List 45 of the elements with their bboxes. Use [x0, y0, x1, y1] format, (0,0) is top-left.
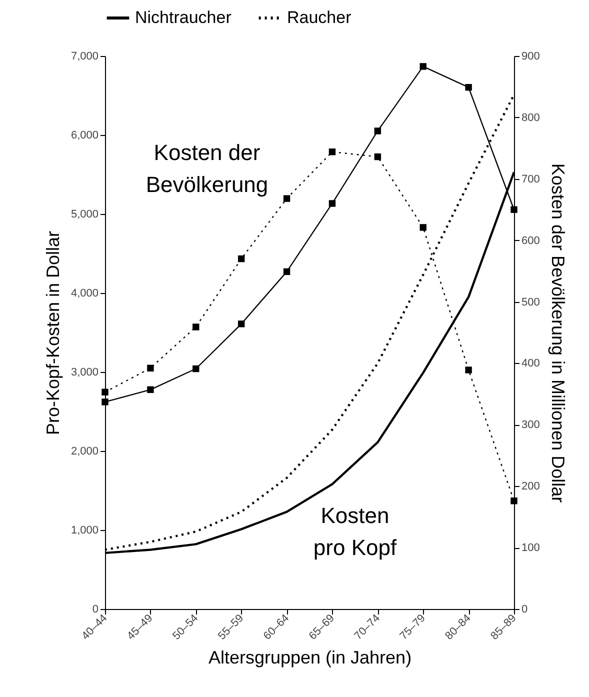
y2-tick-label: 300 — [522, 419, 540, 432]
point — [283, 195, 290, 202]
annotation: Kosten pro Kopf — [313, 503, 398, 560]
y2-tick-label: 500 — [522, 296, 540, 308]
point — [238, 255, 245, 262]
annotation: Kosten der Bevölkerung — [146, 140, 268, 197]
point — [374, 153, 382, 160]
point — [238, 320, 245, 328]
y-tick-label: 6,000 — [70, 130, 98, 142]
y2-tick-label: 600 — [522, 234, 540, 247]
point — [374, 128, 382, 134]
legend-label: Raucher — [287, 8, 352, 27]
point — [283, 268, 290, 276]
point — [465, 84, 472, 91]
point — [420, 224, 426, 231]
y-tick-label: 0 — [92, 604, 98, 616]
point — [147, 386, 154, 393]
y2-tick-label: 400 — [522, 358, 540, 370]
point — [102, 388, 108, 396]
point — [420, 63, 426, 70]
point — [465, 366, 472, 374]
x-axis-title: Altersgruppen (in Jahren) — [208, 648, 412, 668]
y2-tick-label: 100 — [522, 542, 540, 554]
point — [147, 364, 154, 372]
y2-axis-title: Kosten der Bevölkerung in Millionen Dollar — [548, 163, 568, 503]
y2-tick-label: 900 — [522, 50, 540, 62]
y-tick-label: 4,000 — [70, 288, 98, 300]
point — [328, 200, 336, 207]
legend-label: Nichtraucher — [135, 8, 232, 27]
point — [192, 365, 200, 372]
y-axis-title: Pro-Kopf-Kosten in Dollar — [42, 230, 63, 436]
y2-tick-label: 0 — [522, 604, 528, 616]
y2-tick-label: 200 — [522, 480, 540, 493]
point — [510, 498, 518, 504]
point — [102, 398, 108, 406]
y-tick-label: 1,000 — [70, 524, 98, 536]
y2-tick-label: 800 — [522, 112, 540, 124]
point — [328, 148, 336, 156]
y-tick-label: 7,000 — [70, 50, 98, 62]
y2-tick-label: 700 — [522, 173, 540, 186]
y-tick-label: 3,000 — [70, 366, 98, 378]
y-tick-label: 2,000 — [70, 446, 98, 458]
point — [510, 206, 518, 213]
point — [192, 324, 200, 330]
y-tick-label: 5,000 — [70, 208, 98, 220]
